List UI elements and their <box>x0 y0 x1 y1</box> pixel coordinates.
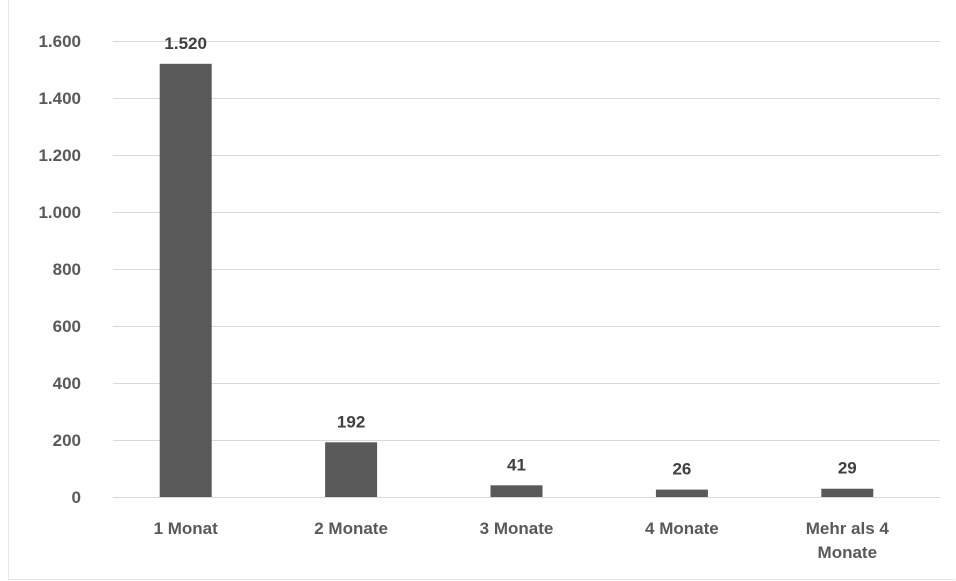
category-label-line: 4 Monate <box>645 519 719 538</box>
x-axis-category-labels: 1 Monat 2 Monate 3 Monate 4 Monate Mehr als … <box>154 519 890 562</box>
y-tick-label: 1.600 <box>38 32 81 51</box>
y-tick-label: 0 <box>72 488 81 507</box>
bar-4 <box>655 489 708 497</box>
y-tick-label: 1.400 <box>38 89 81 108</box>
bar-2 <box>325 442 378 497</box>
gridlines <box>113 41 940 498</box>
category-label-2: 2 Monate <box>314 519 388 538</box>
category-label-line: Mehr als 4 <box>806 519 890 538</box>
bar-1 <box>159 63 212 498</box>
category-label-line: 1 Monat <box>154 519 219 538</box>
bars <box>159 63 874 498</box>
data-label-1: 1.520 <box>164 34 207 53</box>
category-label-1: 1 Monat <box>154 519 219 538</box>
data-label-5: 29 <box>838 459 857 478</box>
data-label-2: 192 <box>337 412 365 431</box>
y-tick-label: 400 <box>53 374 81 393</box>
y-tick-label: 1.200 <box>38 146 81 165</box>
y-tick-label: 600 <box>53 317 81 336</box>
data-label-3: 41 <box>507 455 526 474</box>
category-label-line: 3 Monate <box>480 519 554 538</box>
category-label-line: 2 Monate <box>314 519 388 538</box>
category-label-line: Monate <box>818 543 878 562</box>
data-labels: 1.520 192 41 26 29 <box>164 34 856 479</box>
data-label-4: 26 <box>672 460 691 479</box>
bar-5 <box>821 488 874 497</box>
y-tick-label: 200 <box>53 431 81 450</box>
bar-3 <box>490 485 543 497</box>
y-axis-tick-labels: 0 200 400 600 800 1.000 1.200 1.400 1.600 <box>38 32 81 507</box>
chart-frame <box>8 0 955 580</box>
y-tick-label: 1.000 <box>38 203 81 222</box>
y-tick-label: 800 <box>53 260 81 279</box>
category-label-3: 3 Monate <box>480 519 554 538</box>
category-label-5: Mehr als 4 Monate <box>806 519 890 562</box>
category-label-4: 4 Monate <box>645 519 719 538</box>
